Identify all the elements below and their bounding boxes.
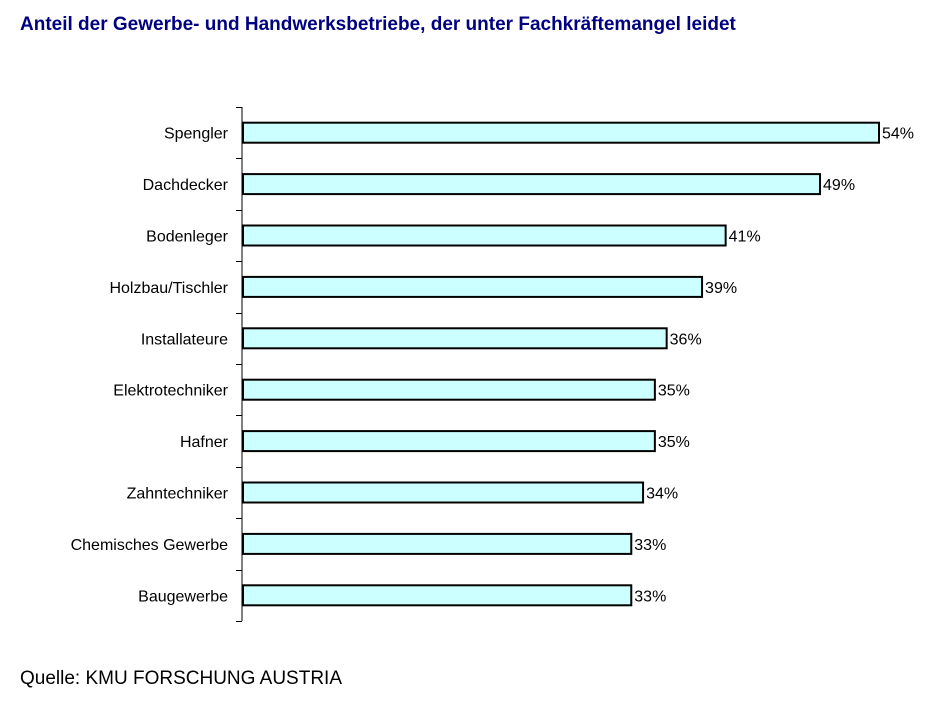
category-label: Bodenleger (146, 229, 229, 246)
category-label: Dachdecker (143, 177, 229, 194)
data-label: 33% (634, 537, 666, 554)
category-label: Spengler (164, 126, 229, 143)
data-label: 35% (658, 434, 690, 451)
bar (242, 378, 656, 401)
bar (242, 275, 704, 298)
bar (242, 224, 727, 247)
category-label: Installateure (141, 331, 228, 348)
data-label: 49% (823, 177, 855, 194)
bar (242, 173, 822, 196)
category-label: Hafner (180, 434, 229, 451)
data-label: 34% (646, 486, 678, 503)
bar (242, 121, 880, 144)
category-label: Zahntechniker (127, 486, 229, 503)
data-label: 35% (658, 383, 690, 400)
data-label: 39% (705, 280, 737, 297)
bar (242, 584, 633, 607)
category-label: Holzbau/Tischler (109, 280, 228, 297)
category-label: Chemisches Gewerbe (71, 537, 229, 554)
data-label: 36% (670, 331, 702, 348)
bar (242, 327, 668, 350)
source-note: Quelle: KMU FORSCHUNG AUSTRIA (20, 668, 342, 689)
bar (242, 532, 633, 555)
category-label: Elektrotechniker (113, 383, 228, 400)
chart-title: Anteil der Gewerbe- und Handwerksbetrieb… (20, 14, 736, 35)
category-label: Baugewerbe (138, 588, 228, 605)
bar (242, 430, 656, 453)
data-label: 41% (729, 229, 761, 246)
data-label: 54% (882, 126, 914, 143)
bar (242, 481, 645, 504)
data-label: 33% (634, 588, 666, 605)
